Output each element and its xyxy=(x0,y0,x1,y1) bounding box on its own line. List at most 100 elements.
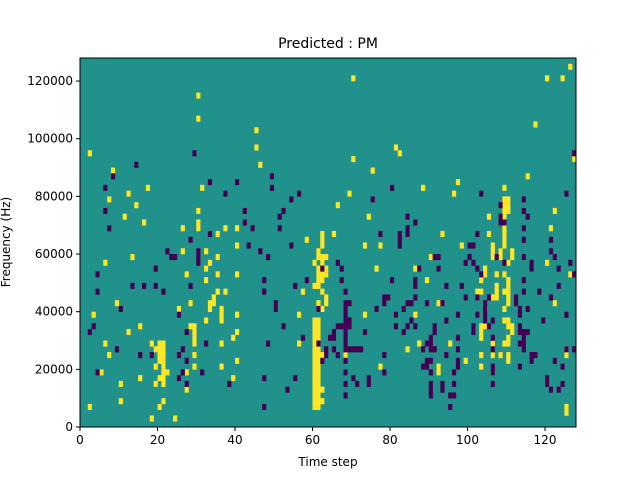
heatmap-cell-low xyxy=(351,375,356,382)
heatmap-cell-high xyxy=(320,352,325,359)
heatmap-cell-low xyxy=(207,179,213,186)
heatmap-cell-high xyxy=(545,259,550,266)
heatmap-cell-low xyxy=(490,334,495,341)
heatmap-cell-low xyxy=(521,254,526,261)
heatmap-cell-low xyxy=(95,369,100,376)
heatmap-cell-high xyxy=(320,288,325,295)
heatmap-cell-low xyxy=(548,386,554,393)
heatmap-cell-low xyxy=(262,403,267,411)
heatmap-cell-low xyxy=(316,340,321,347)
heatmap-cell-low xyxy=(498,219,503,226)
heatmap-cell-low xyxy=(467,254,472,261)
heatmap-cell-low xyxy=(176,375,182,382)
heatmap-cell-low xyxy=(250,225,255,232)
heatmap-cell-high xyxy=(564,352,569,359)
heatmap-cell-high xyxy=(312,357,317,364)
heatmap-cell-low xyxy=(347,300,352,307)
heatmap-cell-high xyxy=(297,311,302,318)
heatmap-cell-high xyxy=(494,271,499,278)
heatmap-cell-high xyxy=(316,277,321,284)
heatmap-cell-high xyxy=(300,288,306,295)
heatmap-cell-high xyxy=(533,121,538,128)
heatmap-cell-high xyxy=(436,300,441,307)
heatmap-cell-high xyxy=(490,248,495,255)
heatmap-cell-low xyxy=(564,190,569,197)
heatmap-cell-low xyxy=(273,300,278,307)
heatmap-cell-low xyxy=(262,375,267,382)
heatmap-cell-high xyxy=(463,357,468,364)
heatmap-cell-high xyxy=(320,277,325,284)
heatmap-cell-high xyxy=(506,207,511,214)
heatmap-cell-high xyxy=(235,357,240,364)
heatmap-cell-high xyxy=(157,357,162,364)
heatmap-cell-high xyxy=(184,369,189,376)
heatmap-cell-high xyxy=(459,242,464,249)
heatmap-cell-high xyxy=(351,75,356,82)
heatmap-cell-low xyxy=(343,357,348,364)
heatmap-cell-high xyxy=(502,305,507,312)
heatmap-cell-high xyxy=(316,248,321,255)
heatmap-cell-low xyxy=(331,334,337,341)
x-axis-label: Time step xyxy=(297,455,357,469)
heatmap-cell-high xyxy=(452,190,457,197)
heatmap-cell-low xyxy=(552,357,557,364)
heatmap-cell-high xyxy=(192,323,197,330)
heatmap-cell-low xyxy=(556,282,561,289)
heatmap-cell-low xyxy=(382,352,387,359)
heatmap-cell-high xyxy=(510,248,515,255)
heatmap-cell-high xyxy=(475,288,480,295)
heatmap-cell-low xyxy=(382,300,387,307)
heatmap-cell-high xyxy=(184,271,189,278)
heatmap-cell-high xyxy=(118,398,123,405)
heatmap-cell-low xyxy=(331,346,337,353)
heatmap-cell-high xyxy=(525,173,530,180)
heatmap-cell-low xyxy=(362,328,368,336)
heatmap-cell-high xyxy=(312,363,317,370)
heatmap-cell-high xyxy=(316,352,321,359)
heatmap-cell-high xyxy=(320,398,325,405)
heatmap-cell-low xyxy=(149,352,154,359)
heatmap-cell-low xyxy=(521,236,526,243)
heatmap-cell-high xyxy=(320,386,325,393)
heatmap-cell-high xyxy=(192,352,197,359)
heatmap-cell-high xyxy=(316,328,321,336)
heatmap-cell-low xyxy=(444,317,449,324)
chart-title: Predicted : PM xyxy=(278,36,378,52)
heatmap-cell-low xyxy=(343,346,348,353)
heatmap-cell-low xyxy=(529,352,534,359)
heatmap-cell-low xyxy=(428,386,433,393)
heatmap-cell-high xyxy=(316,254,321,261)
x-axis: 0 20 40 60 80 100 120 xyxy=(76,427,556,447)
heatmap-cell-high xyxy=(316,317,321,324)
heatmap-cell-low xyxy=(103,207,108,214)
heatmap-cell-high xyxy=(87,403,92,411)
heatmap-cell-low xyxy=(405,213,410,220)
heatmap-cell-high xyxy=(506,357,511,364)
heatmap-cell-high xyxy=(103,340,108,347)
heatmap-cell-high xyxy=(506,277,511,284)
heatmap-cell-low xyxy=(331,328,337,336)
heatmap-cell-low xyxy=(455,311,461,318)
heatmap-cell-high xyxy=(417,340,422,347)
heatmap-cell-high xyxy=(215,230,220,238)
heatmap-cell-low xyxy=(405,300,410,307)
heatmap-cell-low xyxy=(180,346,185,353)
heatmap-cell-low xyxy=(490,346,495,353)
heatmap-cell-high xyxy=(312,259,317,266)
heatmap-cell-low xyxy=(471,323,476,330)
x-tick-label: 60 xyxy=(305,433,320,447)
heatmap-cell-high xyxy=(312,323,317,330)
heatmap-cell-high xyxy=(107,352,112,359)
heatmap-cell-low xyxy=(455,357,461,364)
heatmap-cell-high xyxy=(347,190,352,197)
heatmap-cell-low xyxy=(277,225,282,232)
heatmap-cell-high xyxy=(316,403,321,411)
heatmap-cell-high xyxy=(479,334,484,341)
heatmap-cell-low xyxy=(335,352,340,359)
heatmap-cell-low xyxy=(343,311,348,318)
heatmap-cell-high xyxy=(316,357,321,364)
heatmap-cell-low xyxy=(440,380,445,387)
y-tick-label: 40000 xyxy=(35,305,73,319)
heatmap-cell-high xyxy=(506,352,511,359)
heatmap-cell-high xyxy=(506,282,511,289)
